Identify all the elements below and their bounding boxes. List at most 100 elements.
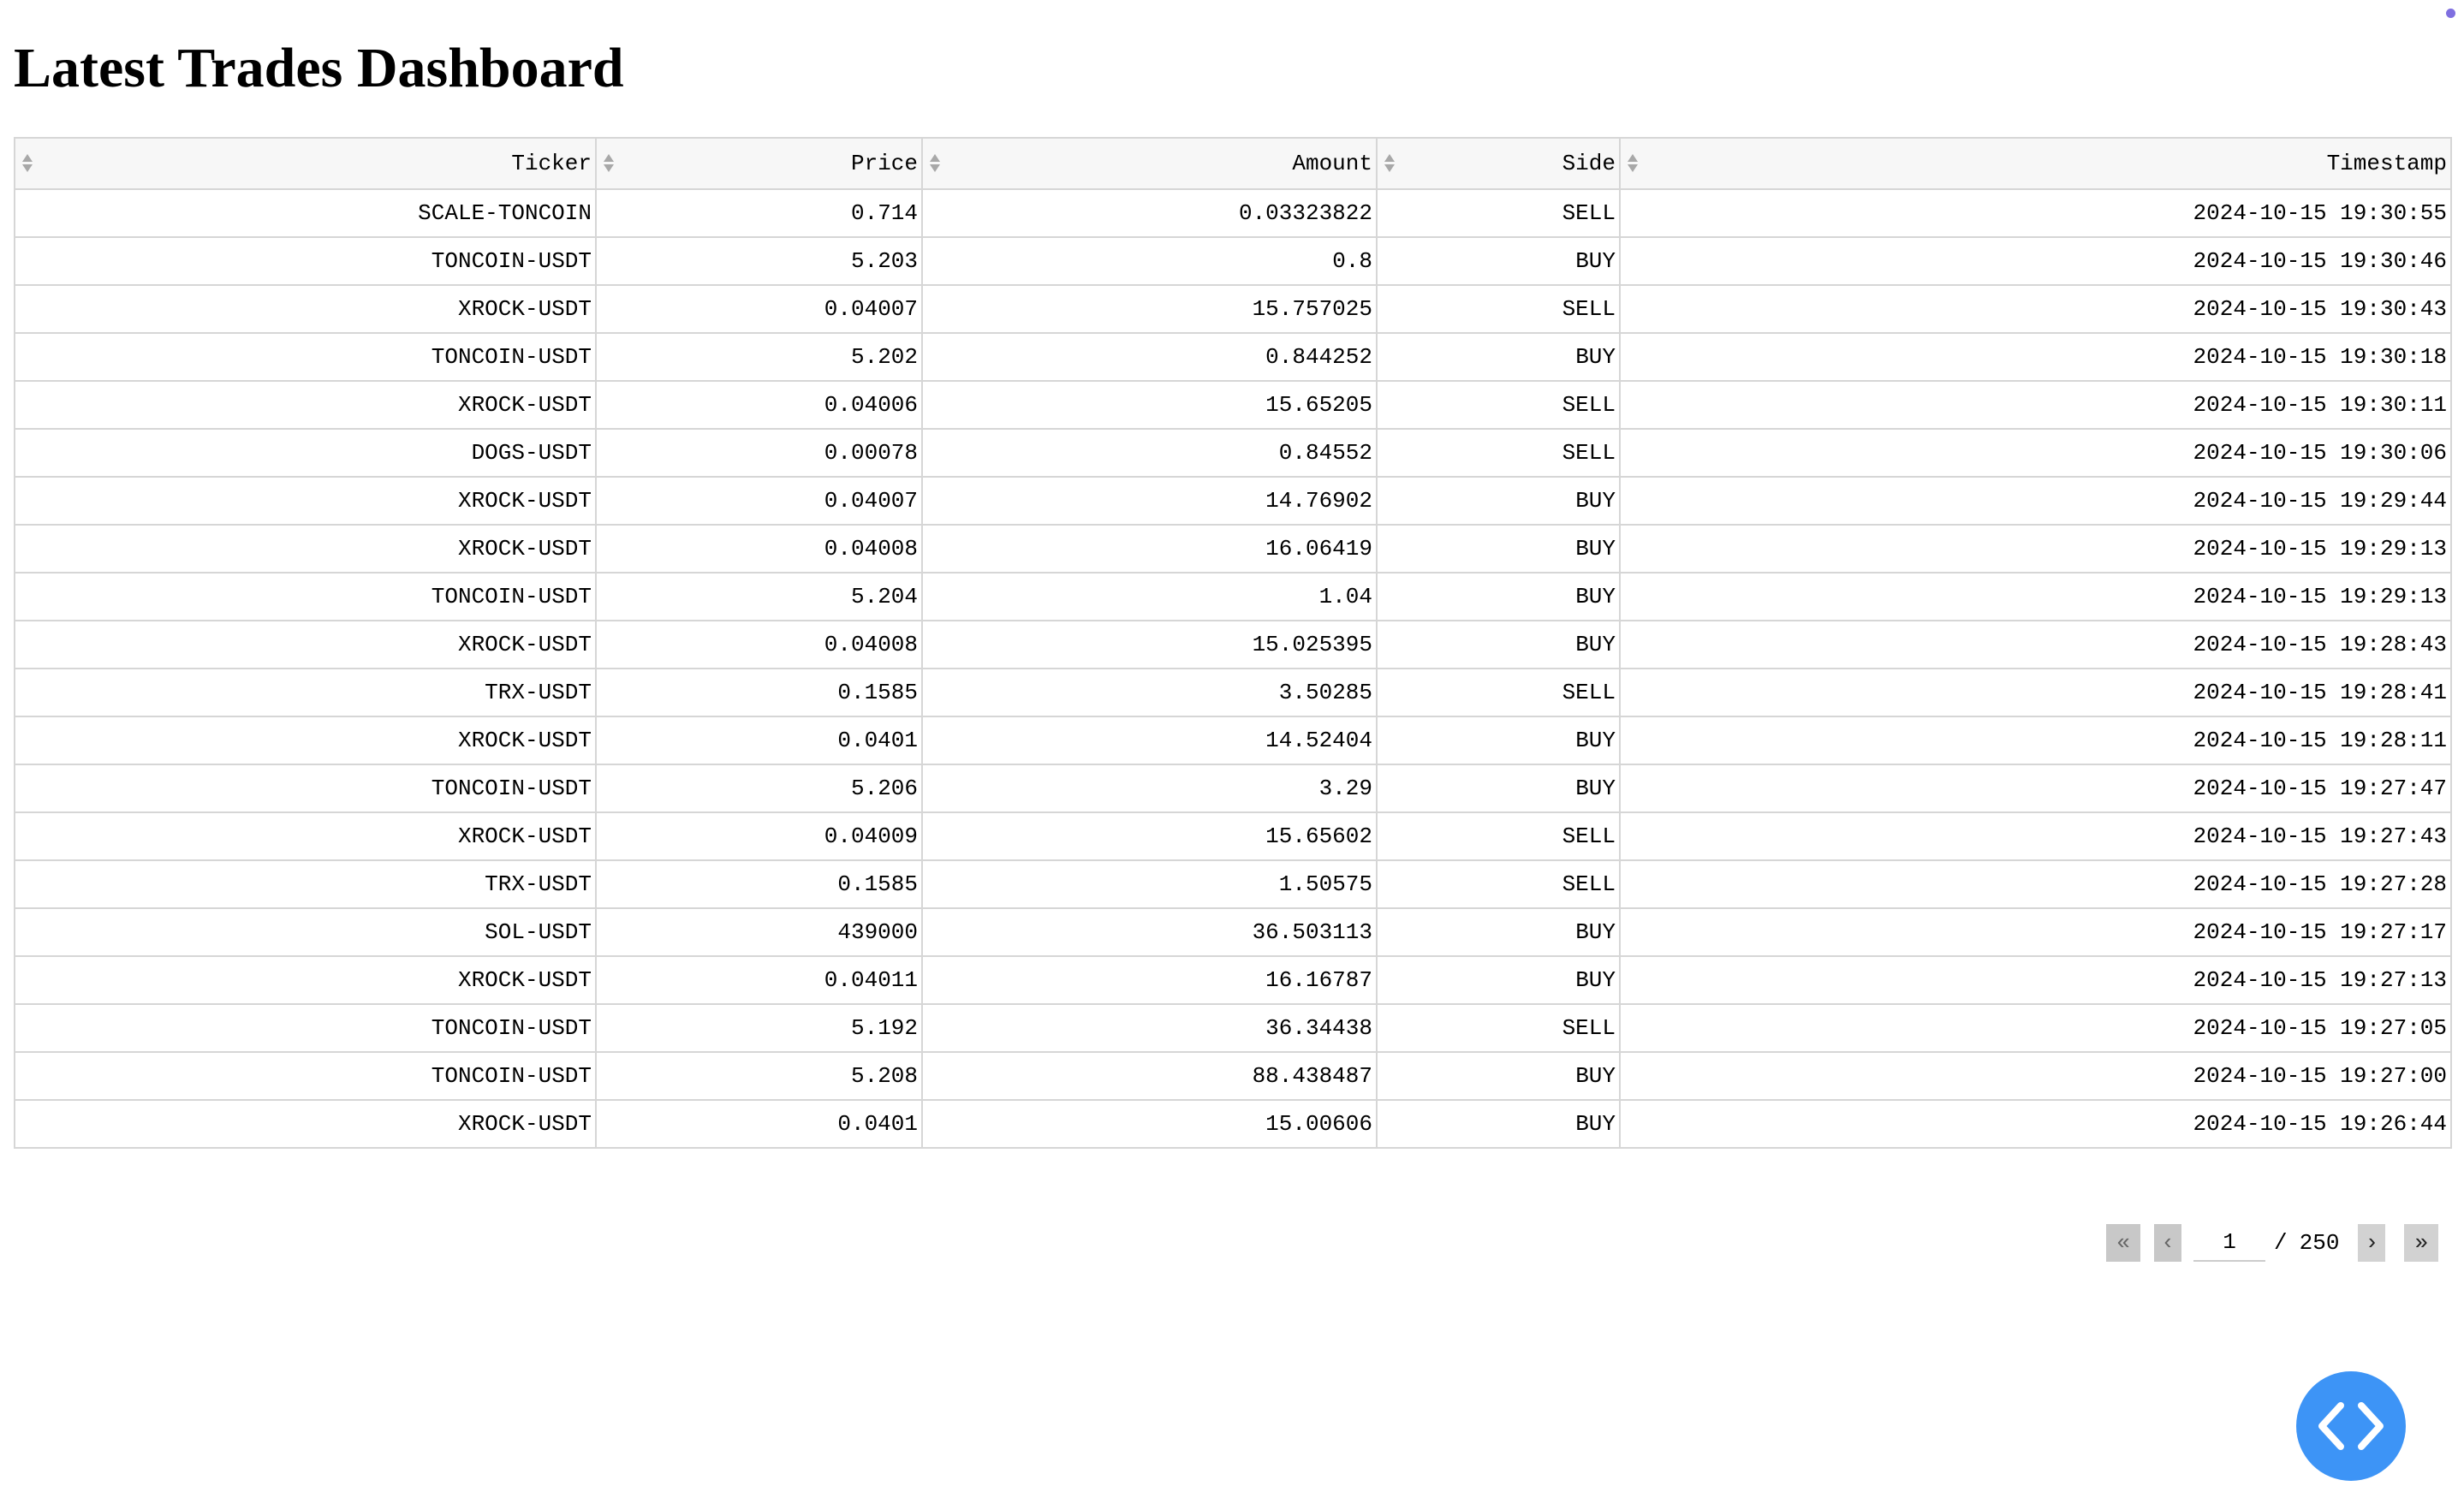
cell-side: BUY [1376, 1051, 1621, 1101]
cell-ticker: XROCK-USDT [14, 476, 597, 526]
cell-price: 0.04008 [595, 524, 923, 574]
cell-side: SELL [1376, 811, 1621, 861]
cell-amount: 15.65602 [921, 811, 1378, 861]
column-header-timestamp[interactable]: Timestamp [1619, 137, 2452, 190]
cell-price: 0.1585 [595, 859, 923, 909]
code-icon [2318, 1402, 2384, 1450]
table-row: SCALE-TONCOIN 0.714 0.03323822 SELL 2024-10-… [14, 188, 2452, 238]
table-body: SCALE-TONCOIN 0.714 0.03323822 SELL 2024-10-… [14, 188, 2452, 1149]
cell-timestamp: 2024-10-15 19:27:43 [1619, 811, 2452, 861]
cell-side: BUY [1376, 524, 1621, 574]
cell-price: 5.204 [595, 572, 923, 621]
sort-icon[interactable] [1383, 154, 1396, 175]
cell-side: BUY [1376, 332, 1621, 382]
table-row: XROCK-USDT 0.04011 16.16787 BUY 2024-10-15 1… [14, 955, 2452, 1005]
column-header-side[interactable]: Side [1376, 137, 1621, 190]
pagination: « ‹ / 250 › » [2106, 1224, 2439, 1262]
trades-table: Ticker Price Amount Side Timestamp SCALE… [14, 137, 2452, 1149]
table-row: XROCK-USDT 0.0401 15.00606 BUY 2024-10-15 19… [14, 1099, 2452, 1149]
cell-timestamp: 2024-10-15 19:29:13 [1619, 524, 2452, 574]
sort-icon[interactable] [928, 154, 942, 175]
cell-side: SELL [1376, 668, 1621, 717]
table-row: TONCOIN-USDT 5.202 0.844252 BUY 2024-10-15 1… [14, 332, 2452, 382]
cell-timestamp: 2024-10-15 19:30:06 [1619, 428, 2452, 478]
cell-price: 439000 [595, 907, 923, 957]
prev-page-button[interactable]: ‹ [2154, 1224, 2181, 1262]
cell-price: 0.0401 [595, 716, 923, 765]
table-row: TONCOIN-USDT 5.206 3.29 BUY 2024-10-15 19:27… [14, 764, 2452, 813]
cell-side: BUY [1376, 476, 1621, 526]
cell-amount: 15.757025 [921, 284, 1378, 334]
table-row: TONCOIN-USDT 5.192 36.34438 SELL 2024-10-15 … [14, 1003, 2452, 1053]
cell-ticker: TONCOIN-USDT [14, 764, 597, 813]
next-page-button[interactable]: › [2358, 1224, 2386, 1262]
column-header-label: Price [850, 151, 918, 176]
first-page-button[interactable]: « [2106, 1224, 2140, 1262]
cell-ticker: SOL-USDT [14, 907, 597, 957]
cell-amount: 0.03323822 [921, 188, 1378, 238]
cell-timestamp: 2024-10-15 19:28:11 [1619, 716, 2452, 765]
cell-side: BUY [1376, 955, 1621, 1005]
table-row: XROCK-USDT 0.04007 15.757025 SELL 2024-10-15… [14, 284, 2452, 334]
cell-ticker: DOGS-USDT [14, 428, 597, 478]
cell-side: SELL [1376, 428, 1621, 478]
sort-icon[interactable] [21, 154, 34, 175]
cell-price: 0.1585 [595, 668, 923, 717]
cell-timestamp: 2024-10-15 19:28:43 [1619, 620, 2452, 669]
cell-price: 5.208 [595, 1051, 923, 1101]
cell-side: SELL [1376, 188, 1621, 238]
cell-timestamp: 2024-10-15 19:27:00 [1619, 1051, 2452, 1101]
column-header-ticker[interactable]: Ticker [14, 137, 597, 190]
cell-amount: 14.76902 [921, 476, 1378, 526]
cell-price: 5.192 [595, 1003, 923, 1053]
cell-amount: 15.65205 [921, 380, 1378, 430]
table-row: XROCK-USDT 0.04008 15.025395 BUY 2024-10-15 … [14, 620, 2452, 669]
cell-price: 0.04007 [595, 284, 923, 334]
sort-icon[interactable] [1626, 154, 1640, 175]
column-header-amount[interactable]: Amount [921, 137, 1378, 190]
table-row: SOL-USDT 439000 36.503113 BUY 2024-10-15 19:… [14, 907, 2452, 957]
table-row: TONCOIN-USDT 5.203 0.8 BUY 2024-10-15 19:30:… [14, 236, 2452, 286]
cell-side: BUY [1376, 572, 1621, 621]
cell-timestamp: 2024-10-15 19:27:13 [1619, 955, 2452, 1005]
column-header-label: Timestamp [2326, 151, 2447, 176]
table-row: XROCK-USDT 0.04006 15.65205 SELL 2024-10-15 … [14, 380, 2452, 430]
cell-ticker: TRX-USDT [14, 668, 597, 717]
cell-ticker: XROCK-USDT [14, 1099, 597, 1149]
cell-side: BUY [1376, 1099, 1621, 1149]
page-number-input[interactable] [2193, 1224, 2265, 1262]
last-page-button[interactable]: » [2404, 1224, 2439, 1262]
cell-amount: 16.06419 [921, 524, 1378, 574]
cell-amount: 36.503113 [921, 907, 1378, 957]
cell-side: BUY [1376, 620, 1621, 669]
cell-timestamp: 2024-10-15 19:30:18 [1619, 332, 2452, 382]
cell-ticker: XROCK-USDT [14, 284, 597, 334]
table-row: TONCOIN-USDT 5.204 1.04 BUY 2024-10-15 19:29… [14, 572, 2452, 621]
cell-side: SELL [1376, 380, 1621, 430]
cell-amount: 3.29 [921, 764, 1378, 813]
table-row: XROCK-USDT 0.04009 15.65602 SELL 2024-10-15 … [14, 811, 2452, 861]
cell-price: 0.0401 [595, 1099, 923, 1149]
cell-ticker: XROCK-USDT [14, 380, 597, 430]
table-header-row: Ticker Price Amount Side Timestamp [14, 137, 2452, 190]
cell-amount: 3.50285 [921, 668, 1378, 717]
column-header-price[interactable]: Price [595, 137, 923, 190]
cell-price: 5.206 [595, 764, 923, 813]
cell-ticker: XROCK-USDT [14, 955, 597, 1005]
cell-amount: 14.52404 [921, 716, 1378, 765]
table-row: TRX-USDT 0.1585 1.50575 SELL 2024-10-15 19:2… [14, 859, 2452, 909]
page-separator: / [2274, 1230, 2288, 1256]
page-title: Latest Trades Dashboard [14, 37, 624, 99]
sort-icon[interactable] [602, 154, 616, 175]
cell-timestamp: 2024-10-15 19:27:28 [1619, 859, 2452, 909]
cell-amount: 1.50575 [921, 859, 1378, 909]
cell-ticker: TRX-USDT [14, 859, 597, 909]
code-button[interactable] [2296, 1371, 2406, 1481]
cell-price: 0.04006 [595, 380, 923, 430]
cell-timestamp: 2024-10-15 19:29:13 [1619, 572, 2452, 621]
cell-amount: 15.00606 [921, 1099, 1378, 1149]
cell-timestamp: 2024-10-15 19:28:41 [1619, 668, 2452, 717]
cell-side: BUY [1376, 764, 1621, 813]
cell-price: 0.00078 [595, 428, 923, 478]
cell-amount: 16.16787 [921, 955, 1378, 1005]
